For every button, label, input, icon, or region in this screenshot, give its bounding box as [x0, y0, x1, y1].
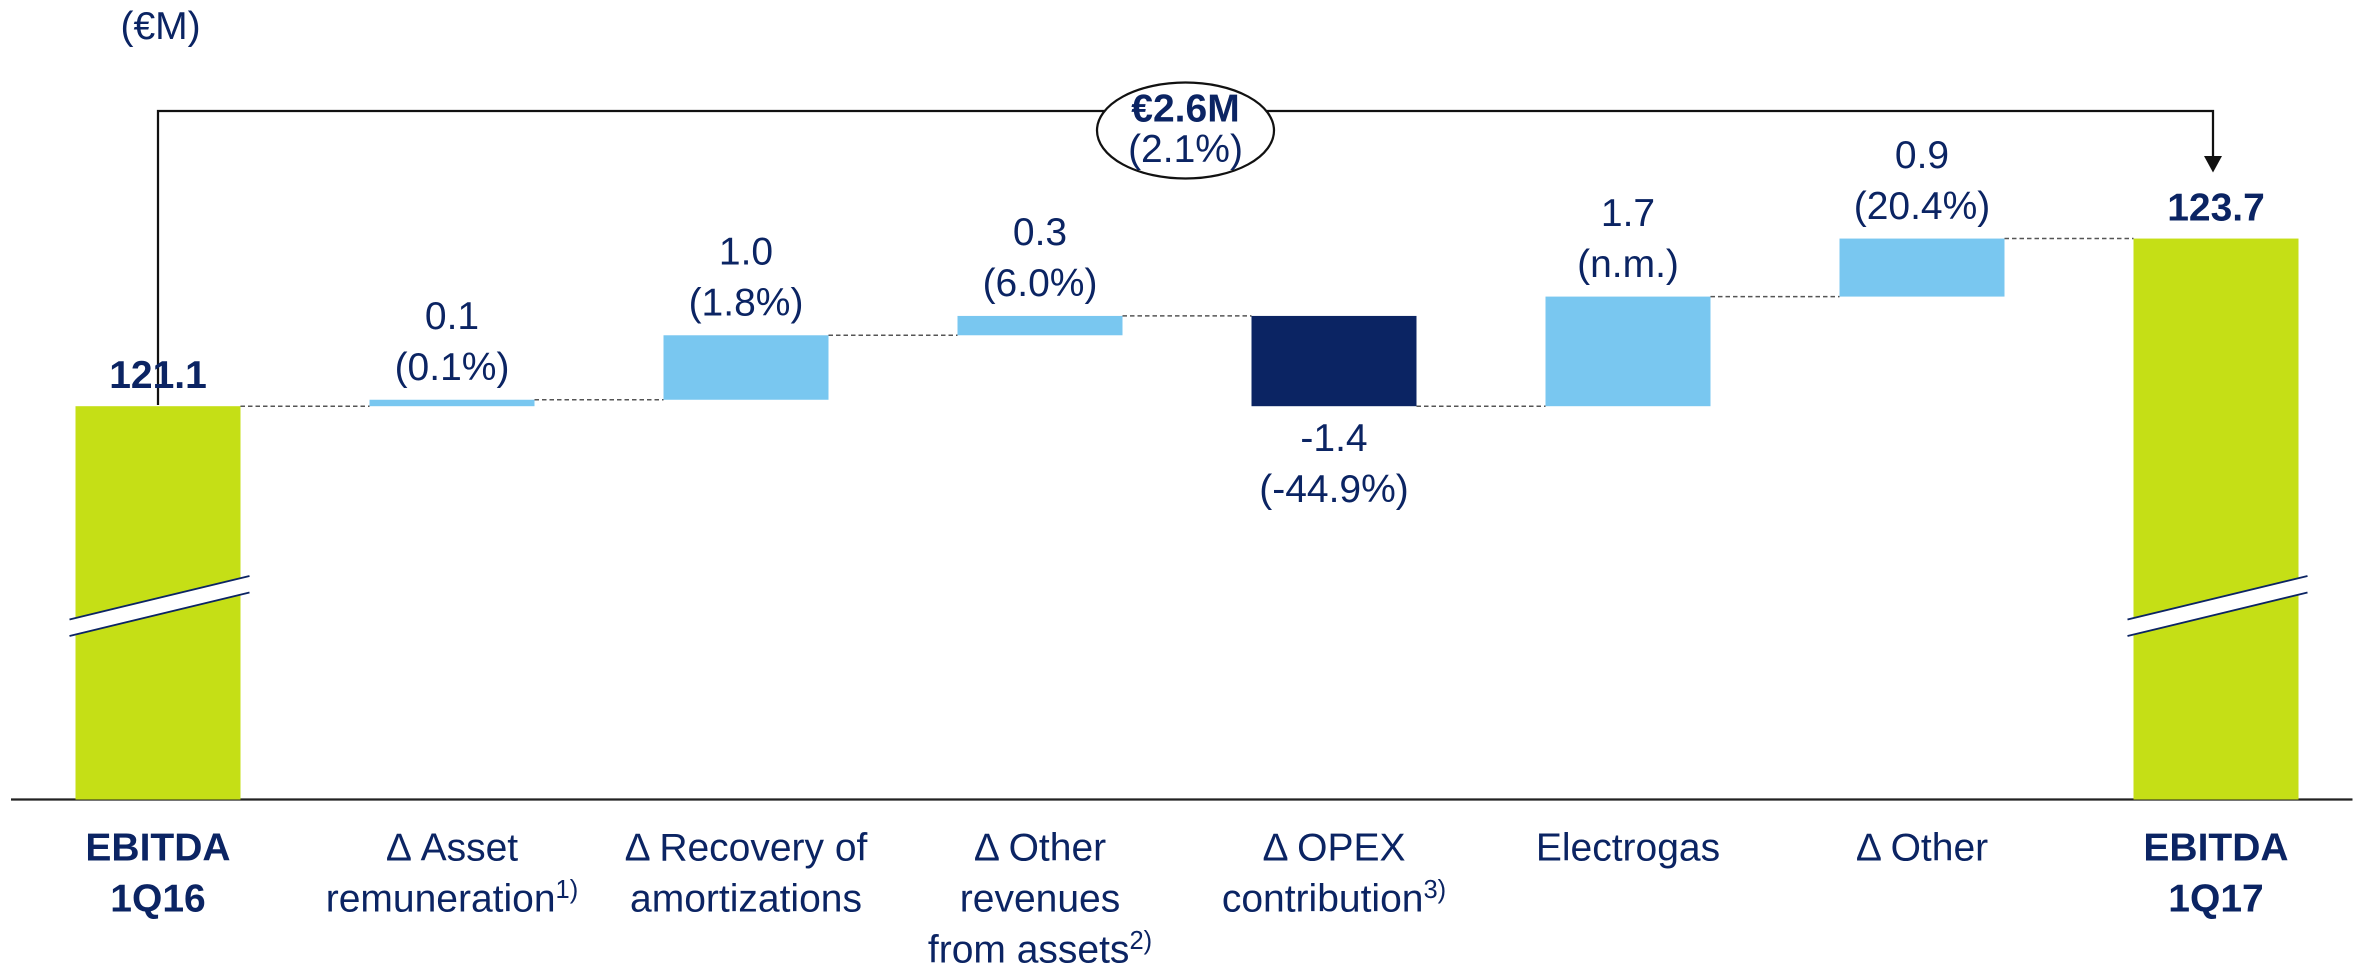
x-tick-label: contribution3) [1222, 876, 1446, 921]
x-tick-label: Δ Other [1856, 827, 1988, 870]
category-line: from assets [928, 929, 1130, 972]
bar [2133, 238, 2299, 800]
bar [1251, 315, 1417, 407]
pct-label: (-44.9%) [1259, 468, 1409, 511]
value-label: 121.1 [109, 354, 207, 397]
pct-label: (0.1%) [395, 346, 510, 389]
axis-break-edge [2127, 591, 2308, 637]
x-tick-label: revenues [960, 878, 1120, 921]
unit-label: (€M) [121, 5, 201, 48]
category-line: Δ OPEX [1262, 827, 1405, 870]
value-label: -1.4 [1300, 417, 1367, 460]
axis-break-edge [69, 575, 250, 621]
footnote: 2) [1129, 927, 1152, 955]
category-line: contribution [1222, 878, 1424, 921]
x-tick-label: remuneration1) [326, 876, 578, 921]
x-tick-label: Δ Asset [386, 827, 518, 870]
footnote: 3) [1423, 876, 1446, 904]
bar [1839, 238, 2005, 297]
pct-label: (1.8%) [689, 282, 804, 325]
axis-break [69, 576, 250, 636]
category-line: revenues [960, 878, 1120, 921]
x-tick-label: 1Q16 [110, 878, 205, 921]
bar [663, 335, 829, 400]
arrow-head [2204, 156, 2222, 173]
x-tick-label: 1Q17 [2168, 878, 2263, 921]
category-line: EBITDA [2143, 827, 2288, 870]
pct-label: (20.4%) [1854, 185, 1991, 228]
total-change: €2.6M [1131, 87, 1239, 130]
x-tick-label: EBITDA [85, 827, 230, 870]
bar [1545, 296, 1711, 407]
category-line: Δ Recovery of [625, 827, 868, 870]
value-label: 123.7 [2167, 186, 2265, 229]
x-tick-label: Electrogas [1536, 827, 1720, 870]
x-tick-label: Δ OPEX [1262, 827, 1405, 870]
category-line: EBITDA [85, 827, 230, 870]
x-tick-label: EBITDA [2143, 827, 2288, 870]
category-line: Δ Asset [386, 827, 518, 870]
category-line: remuneration [326, 878, 556, 921]
total-change-pct: (2.1%) [1128, 128, 1243, 171]
category-line: 1Q16 [110, 878, 205, 921]
value-label: 0.9 [1895, 134, 1949, 177]
axis-break-edge [69, 591, 250, 637]
value-label: 0.3 [1013, 211, 1067, 254]
bar [369, 399, 535, 407]
x-tick-label: amortizations [630, 878, 862, 921]
category-line: Δ Other [1856, 827, 1988, 870]
footnote: 1) [556, 876, 579, 904]
category-line: Electrogas [1536, 827, 1720, 870]
x-tick-label: Δ Recovery of [625, 827, 868, 870]
category-line: Δ Other [974, 827, 1106, 870]
value-label: 0.1 [425, 295, 479, 338]
value-label: 1.7 [1601, 192, 1655, 235]
x-tick-label: Δ Other [974, 827, 1106, 870]
x-tick-label: from assets2) [928, 927, 1152, 972]
change-ellipse [1095, 81, 1276, 180]
category-line: amortizations [630, 878, 862, 921]
axis-break [2127, 576, 2308, 636]
bar [957, 315, 1123, 336]
category-line: 1Q17 [2168, 878, 2263, 921]
pct-label: (n.m.) [1577, 243, 1679, 286]
axis-break-edge [2127, 575, 2308, 621]
value-label: 1.0 [719, 231, 773, 274]
pct-label: (6.0%) [983, 262, 1098, 305]
